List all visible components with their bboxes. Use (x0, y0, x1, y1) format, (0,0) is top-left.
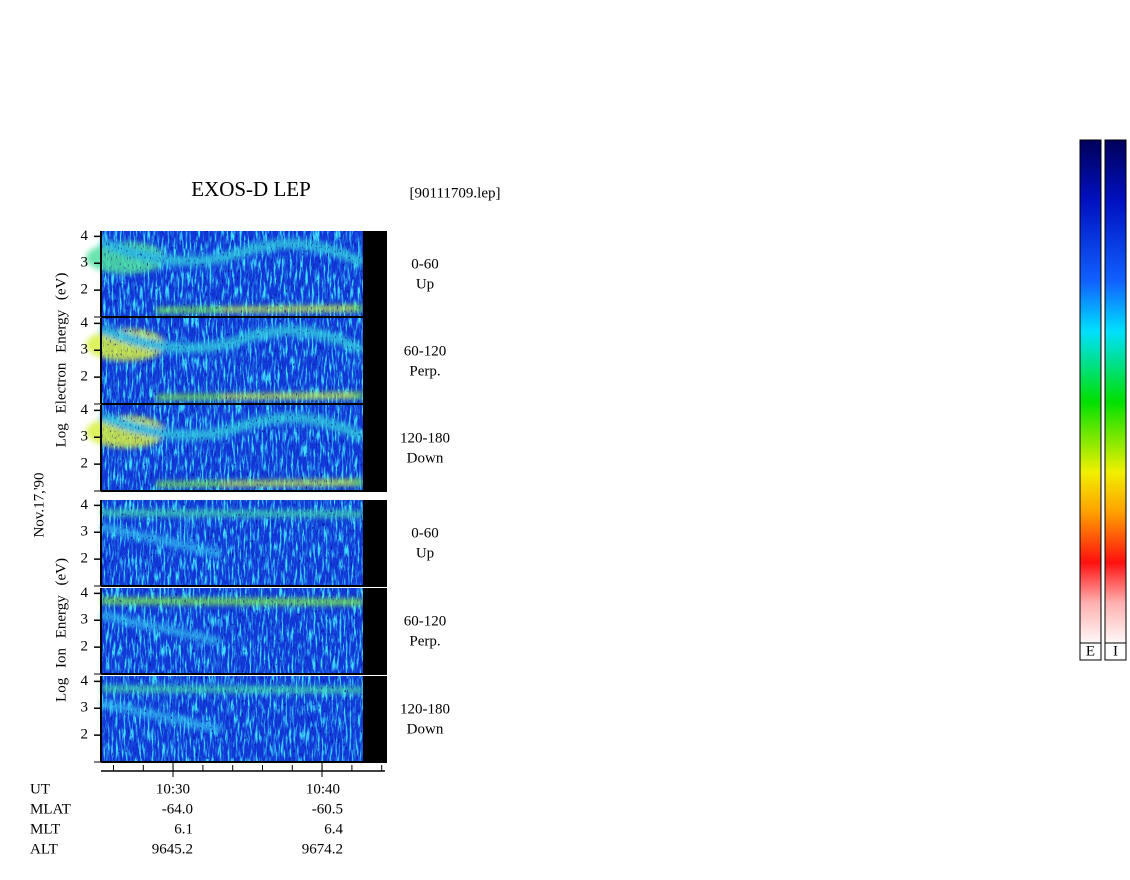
spectrogram-dark (101, 405, 363, 491)
pitch-angle: 60-120 (404, 613, 447, 629)
no-data (363, 231, 387, 317)
y-tick-label: 3 (81, 524, 89, 540)
colorbar-label-box (1104, 642, 1127, 661)
date: Nov.17,'90 (31, 472, 47, 537)
colorbar-label: I (1113, 643, 1118, 659)
colorbar (1079, 139, 1102, 644)
title: EXOS-D LEP (191, 177, 311, 201)
spectrogram-dark (101, 676, 363, 762)
no-data (363, 500, 387, 586)
y-tick-label: 3 (81, 429, 89, 445)
y-tick-label: 2 (81, 282, 89, 298)
pitch-angle: 0-60 (411, 525, 439, 541)
no-data (363, 318, 387, 404)
direction: Up (416, 545, 434, 561)
row-label: MLT (30, 821, 60, 837)
row-value: 9645.2 (152, 841, 193, 857)
direction: Down (407, 721, 444, 737)
no-data (363, 588, 387, 674)
row-value: 6.4 (324, 821, 343, 837)
y-tick-label: 2 (81, 369, 89, 385)
direction: Down (407, 450, 444, 466)
row-label: ALT (30, 841, 58, 857)
no-data (363, 405, 387, 491)
y-tick-label: 3 (81, 255, 89, 271)
x-tick-label: 10:40 (306, 781, 340, 797)
y-tick-label: 2 (81, 551, 89, 567)
pitch-angle: 120-180 (400, 701, 450, 717)
row-value: 9674.2 (302, 841, 343, 857)
panels: 2 3 4 0-60 Up 2 3 4 60-120 Perp. 2 3 4 120-180 Down 2 3 4… (81, 228, 450, 763)
y-tick-label: 4 (81, 673, 89, 689)
ephemeris: UT MLAT -64.0 -60.5 MLT 6.1 6.4 ALT 9645.2 9674.2 (30, 781, 344, 857)
row-value: -64.0 (162, 801, 193, 817)
electron-axis-label: Log Electron Energy (eV) (53, 273, 69, 448)
y-tick-label: 4 (81, 497, 89, 513)
y-tick-label: 4 (81, 228, 89, 244)
file-name: [90111709.lep] (410, 185, 501, 201)
spectrogram-dark (101, 231, 363, 317)
spectrogram-dark (101, 500, 363, 586)
ion-axis-label: Log Ion Energy (eV) (53, 558, 69, 702)
time-axis: 10:30 10:40 (101, 762, 385, 797)
direction: Perp. (409, 633, 440, 649)
y-tick-label: 3 (81, 700, 89, 716)
colorbar-label-box (1079, 642, 1102, 661)
row-label: UT (30, 781, 50, 797)
direction: Up (416, 276, 434, 292)
spectrogram-dark (101, 318, 363, 404)
x-tick-label: 10:30 (156, 781, 190, 797)
row-value: -60.5 (312, 801, 343, 817)
y-tick-label: 2 (81, 456, 89, 472)
row-label: MLAT (30, 801, 71, 817)
colorbar (1104, 139, 1127, 644)
pitch-angle: 120-180 (400, 430, 450, 446)
pitch-angle: 0-60 (411, 256, 439, 272)
y-tick-label: 2 (81, 639, 89, 655)
direction: Perp. (409, 363, 440, 379)
colorbar-label: E (1086, 643, 1095, 659)
y-tick-label: 4 (81, 315, 89, 331)
y-tick-label: 4 (81, 585, 89, 601)
y-tick-label: 3 (81, 342, 89, 358)
spectrogram-dark (101, 588, 363, 674)
y-tick-label: 3 (81, 612, 89, 628)
y-tick-label: 4 (81, 402, 89, 418)
row-value: 6.1 (174, 821, 193, 837)
y-tick-label: 2 (81, 727, 89, 743)
pitch-angle: 60-120 (404, 343, 447, 359)
no-data (363, 676, 387, 762)
